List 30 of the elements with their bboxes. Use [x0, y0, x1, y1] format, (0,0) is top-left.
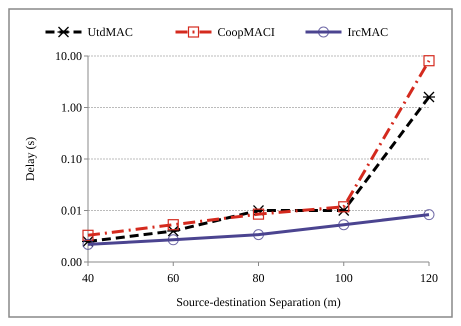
y-axis-title: Delay (s)	[23, 136, 37, 182]
point	[337, 204, 350, 216]
legend-label: CoopMACI	[218, 25, 275, 40]
point	[81, 236, 95, 248]
point	[338, 201, 350, 212]
x-tick-label: 100	[334, 271, 353, 285]
y-tick-label: 0.00	[61, 255, 82, 270]
x-tick-label: 40	[82, 271, 94, 285]
x-axis-title: Source-destination Separation (m)	[176, 295, 341, 309]
point	[166, 225, 180, 237]
x-tick-label: 120	[420, 271, 438, 285]
x-tick-label: 60	[167, 271, 180, 285]
point	[252, 204, 266, 216]
legend-label: UtdMAC	[88, 25, 133, 40]
y-tick-label: 0.01	[61, 204, 82, 218]
point	[253, 229, 264, 240]
point	[82, 230, 94, 241]
x-tick-label: 80	[252, 271, 264, 285]
point	[252, 208, 264, 220]
point	[422, 91, 436, 103]
y-tick-label: 0.10	[61, 152, 82, 166]
point	[424, 209, 434, 220]
point	[423, 55, 435, 66]
legend-label: IrcMAC	[348, 25, 388, 40]
y-tick-label: 1.00	[61, 100, 82, 115]
y-tick-label: 10.00	[55, 49, 82, 64]
point	[338, 219, 350, 230]
point	[168, 234, 179, 246]
point	[82, 238, 94, 250]
point	[168, 219, 179, 230]
